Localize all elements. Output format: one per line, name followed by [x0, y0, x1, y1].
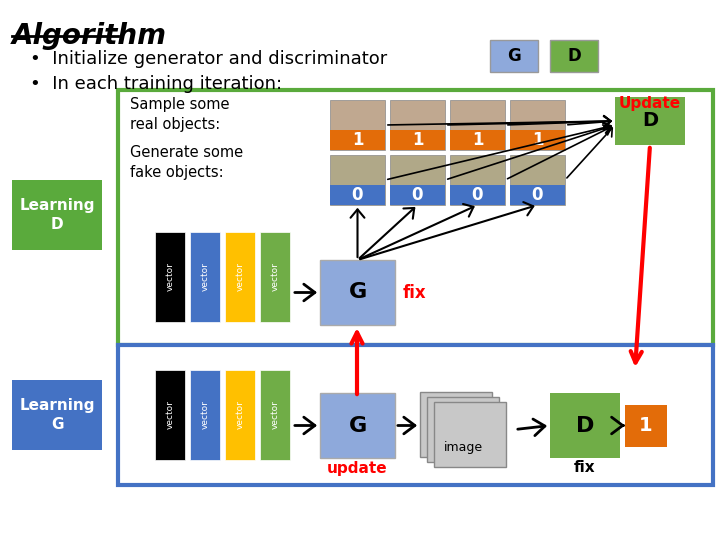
- Bar: [225, 370, 255, 460]
- Bar: [12, 380, 102, 450]
- Bar: [390, 155, 445, 205]
- Text: Update: Update: [619, 96, 681, 111]
- Text: G: G: [348, 415, 366, 435]
- Bar: [260, 232, 290, 322]
- Text: vector: vector: [271, 401, 279, 429]
- Text: •  In each training iteration:: • In each training iteration:: [30, 75, 282, 93]
- Text: 0: 0: [412, 186, 423, 204]
- Text: 1: 1: [639, 416, 653, 435]
- Bar: [510, 100, 565, 150]
- Bar: [550, 40, 598, 72]
- Text: D: D: [567, 47, 581, 65]
- Bar: [330, 155, 385, 205]
- Bar: [510, 130, 565, 150]
- Bar: [550, 393, 620, 458]
- Text: 0: 0: [532, 186, 544, 204]
- Text: D: D: [642, 111, 658, 131]
- Bar: [118, 345, 713, 485]
- Bar: [225, 232, 255, 322]
- Bar: [118, 90, 713, 345]
- Bar: [330, 100, 385, 150]
- Text: D: D: [576, 415, 594, 435]
- Bar: [320, 260, 395, 325]
- Text: image: image: [444, 441, 482, 454]
- Bar: [155, 370, 185, 460]
- Bar: [490, 40, 538, 72]
- Bar: [330, 130, 385, 150]
- Text: Sample some
real objects:: Sample some real objects:: [130, 97, 230, 132]
- Bar: [390, 185, 445, 205]
- Text: G: G: [348, 282, 366, 302]
- Bar: [450, 100, 505, 150]
- Text: 0: 0: [472, 186, 483, 204]
- Bar: [12, 180, 102, 250]
- Text: 1: 1: [412, 131, 423, 149]
- Bar: [330, 185, 385, 205]
- Bar: [427, 397, 499, 462]
- Bar: [434, 402, 506, 467]
- Bar: [320, 393, 395, 458]
- Bar: [450, 155, 505, 205]
- Text: Learning
D: Learning D: [19, 198, 95, 232]
- Text: Learning
G: Learning G: [19, 398, 95, 432]
- Text: vector: vector: [166, 401, 174, 429]
- Text: 1: 1: [532, 131, 544, 149]
- Text: 1: 1: [352, 131, 364, 149]
- Text: vector: vector: [200, 262, 210, 292]
- Text: update: update: [327, 461, 388, 476]
- Text: Generate some
fake objects:: Generate some fake objects:: [130, 145, 243, 180]
- Bar: [260, 370, 290, 460]
- Bar: [450, 130, 505, 150]
- Bar: [510, 155, 565, 205]
- Text: •  Initialize generator and discriminator: • Initialize generator and discriminator: [30, 50, 387, 68]
- Bar: [190, 232, 220, 322]
- Bar: [390, 100, 445, 150]
- Text: vector: vector: [271, 262, 279, 292]
- Text: vector: vector: [235, 401, 245, 429]
- Bar: [155, 232, 185, 322]
- Bar: [450, 185, 505, 205]
- Text: vector: vector: [235, 262, 245, 292]
- Text: vector: vector: [200, 401, 210, 429]
- Text: fix: fix: [403, 284, 427, 301]
- Bar: [510, 185, 565, 205]
- Bar: [615, 97, 685, 145]
- Text: vector: vector: [166, 262, 174, 292]
- Text: 0: 0: [352, 186, 364, 204]
- Text: G: G: [507, 47, 521, 65]
- Bar: [420, 392, 492, 457]
- Text: Algorithm: Algorithm: [12, 22, 167, 50]
- Bar: [190, 370, 220, 460]
- Bar: [625, 404, 667, 447]
- Bar: [390, 130, 445, 150]
- Text: 1: 1: [472, 131, 483, 149]
- Text: fix: fix: [574, 461, 596, 476]
